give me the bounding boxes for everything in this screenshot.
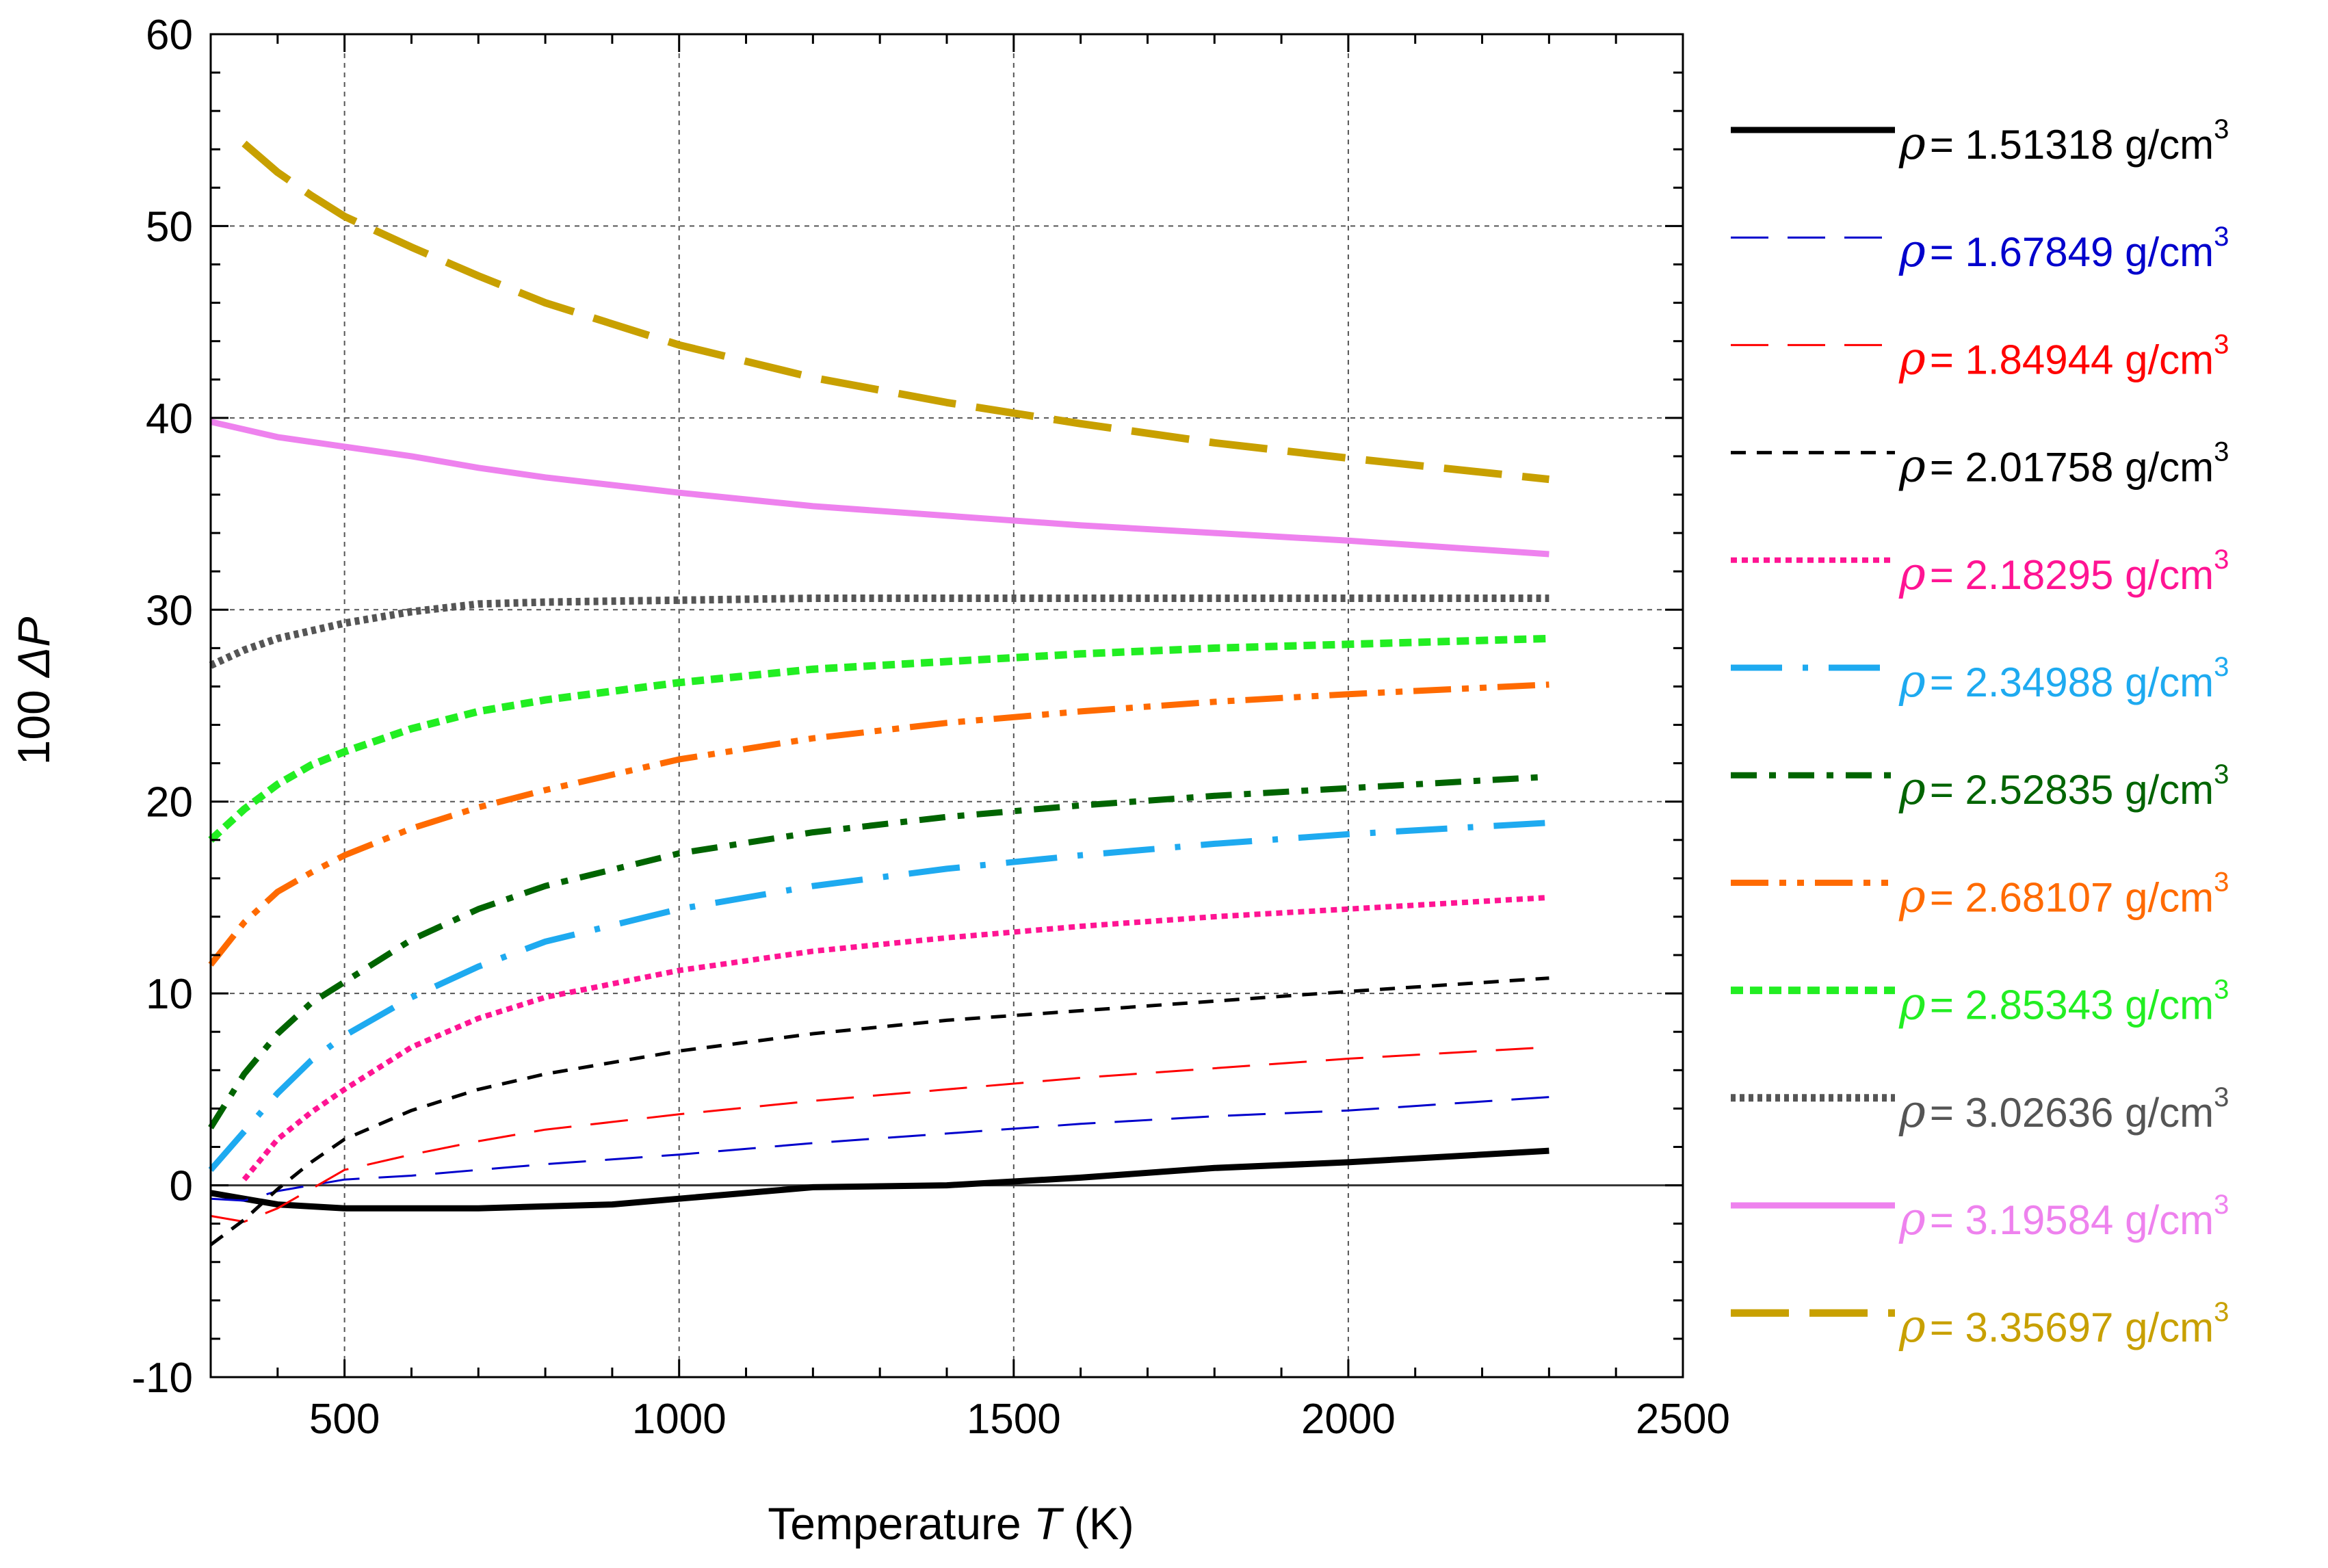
x-axis-title: Temperature T (K) xyxy=(768,1498,1134,1549)
x-tick-label: 500 xyxy=(309,1396,380,1443)
legend-item-4: ρ = 2.01758 g/cm3 xyxy=(1731,437,2229,493)
legend-label: ρ = 2.34988 g/cm3 xyxy=(1898,652,2229,707)
legend-rho-symbol: ρ xyxy=(1898,440,1926,493)
legend-item-7: ρ = 2.52835 g/cm3 xyxy=(1731,759,2229,815)
y-tick-label: 10 xyxy=(146,971,193,1018)
legend-unit-exponent: 3 xyxy=(2214,975,2229,1005)
legend-unit-exponent: 3 xyxy=(2214,1082,2229,1112)
legend-label: ρ = 3.02636 g/cm3 xyxy=(1898,1082,2229,1138)
legend-item-3: ρ = 1.84944 g/cm3 xyxy=(1731,329,2229,384)
y-tick-label: 20 xyxy=(146,779,193,826)
legend-label: ρ = 2.01758 g/cm3 xyxy=(1898,437,2229,493)
legend-unit-exponent: 3 xyxy=(2214,1190,2229,1220)
legend-unit-exponent: 3 xyxy=(2214,545,2229,575)
legend-rho-symbol: ρ xyxy=(1898,762,1926,815)
series-line-11 xyxy=(209,419,1549,558)
legend-unit-exponent: 3 xyxy=(2214,114,2229,144)
y-tick-label: 50 xyxy=(146,203,193,250)
legend-item-8: ρ = 2.68107 g/cm3 xyxy=(1731,867,2229,922)
series-line-8 xyxy=(208,681,1549,967)
axis-ticks xyxy=(209,33,1684,1378)
legend-unit-exponent: 3 xyxy=(2214,222,2229,252)
grid xyxy=(211,34,1683,1377)
x-tick-label: 1500 xyxy=(967,1396,1061,1443)
legend-unit-exponent: 3 xyxy=(2214,652,2229,682)
legend-name: = 3.19584 g/cm xyxy=(1930,1197,2214,1243)
legend-rho-symbol: ρ xyxy=(1898,978,1926,1030)
legend-unit-exponent: 3 xyxy=(2214,759,2229,789)
legend-name: = 2.01758 g/cm xyxy=(1930,445,2214,491)
legend-item-9: ρ = 2.85343 g/cm3 xyxy=(1731,975,2229,1030)
series-line-5 xyxy=(241,894,1549,1181)
y-tick-label: 40 xyxy=(146,395,193,443)
legend-label: ρ = 2.85343 g/cm3 xyxy=(1898,975,2229,1030)
legend-item-10: ρ = 3.02636 g/cm3 xyxy=(1731,1082,2229,1138)
x-tick-label: 2500 xyxy=(1636,1396,1730,1443)
legend-name: = 2.18295 g/cm xyxy=(1930,552,2214,598)
tick-labels: 500 1000 1500 2000 2500 -10 0 10 20 30 40 50 60 xyxy=(131,12,1730,1443)
y-tick-label: 60 xyxy=(146,12,193,59)
series-line-6 xyxy=(208,820,1549,1173)
legend-item-11: ρ = 3.19584 g/cm3 xyxy=(1731,1190,2229,1245)
legend-rho-symbol: ρ xyxy=(1898,870,1926,922)
legend-rho-symbol: ρ xyxy=(1898,117,1926,170)
y-tick-label: 30 xyxy=(146,587,193,634)
legend-item-1: ρ = 1.51318 g/cm3 xyxy=(1731,114,2229,170)
legend-rho-symbol: ρ xyxy=(1898,224,1926,277)
legend-rho-symbol: ρ xyxy=(1898,1192,1926,1245)
legend-rho-symbol: ρ xyxy=(1898,1085,1926,1138)
legend-label: ρ = 1.84944 g/cm3 xyxy=(1898,329,2229,384)
legend-unit-exponent: 3 xyxy=(2214,437,2229,467)
legend-label: ρ = 2.52835 g/cm3 xyxy=(1898,759,2229,815)
legend-unit-exponent: 3 xyxy=(2214,867,2229,897)
plot-frame xyxy=(209,33,1684,1378)
x-tick-label: 1000 xyxy=(632,1396,727,1443)
legend-item-2: ρ = 1.67849 g/cm3 xyxy=(1731,222,2229,277)
legend-name: = 1.84944 g/cm xyxy=(1930,337,2214,382)
legend-name: = 3.35697 g/cm xyxy=(1930,1305,2214,1350)
legend-item-5: ρ = 2.18295 g/cm3 xyxy=(1731,545,2229,600)
legend-name: = 2.52835 g/cm xyxy=(1930,767,2214,813)
legend-name: = 1.67849 g/cm xyxy=(1930,229,2214,275)
legend-label: ρ = 3.35697 g/cm3 xyxy=(1898,1297,2229,1353)
legend-label: ρ = 3.19584 g/cm3 xyxy=(1898,1190,2229,1245)
legend-label: ρ = 1.67849 g/cm3 xyxy=(1898,222,2229,277)
y-tick-label: 0 xyxy=(170,1163,193,1210)
legend-name: = 2.85343 g/cm xyxy=(1930,982,2214,1028)
legend-label: ρ = 2.68107 g/cm3 xyxy=(1898,867,2229,922)
series-line-9 xyxy=(208,634,1549,843)
legend-name: = 2.34988 g/cm xyxy=(1930,659,2214,705)
legend-label: ρ = 1.51318 g/cm3 xyxy=(1898,114,2229,170)
y-tick-label: -10 xyxy=(131,1355,193,1402)
legend-rho-symbol: ρ xyxy=(1898,547,1926,600)
series-line-2 xyxy=(210,1096,1549,1202)
x-tick-label: 2000 xyxy=(1301,1396,1396,1443)
legend-unit-exponent: 3 xyxy=(2214,329,2229,359)
legend-rho-symbol: ρ xyxy=(1898,332,1926,384)
series-lines xyxy=(208,140,1549,1246)
legend-item-6: ρ = 2.34988 g/cm3 xyxy=(1731,652,2229,707)
series-line-12 xyxy=(241,140,1549,484)
series-line-10 xyxy=(209,594,1549,669)
y-axis-title: 100 ΔP xyxy=(8,617,59,766)
series-line-3 xyxy=(210,1046,1549,1223)
legend-unit-exponent: 3 xyxy=(2214,1297,2229,1327)
legend-rho-symbol: ρ xyxy=(1898,1300,1926,1353)
series-line-7 xyxy=(208,773,1549,1129)
legend-item-12: ρ = 3.35697 g/cm3 xyxy=(1731,1297,2229,1353)
legend-name: = 2.68107 g/cm xyxy=(1930,874,2214,920)
legend-name: = 1.51318 g/cm xyxy=(1930,122,2214,168)
legend-rho-symbol: ρ xyxy=(1898,655,1926,707)
legend-label: ρ = 2.18295 g/cm3 xyxy=(1898,545,2229,600)
series-line-1 xyxy=(210,1147,1549,1212)
legend-name: = 3.02636 g/cm xyxy=(1930,1090,2214,1136)
